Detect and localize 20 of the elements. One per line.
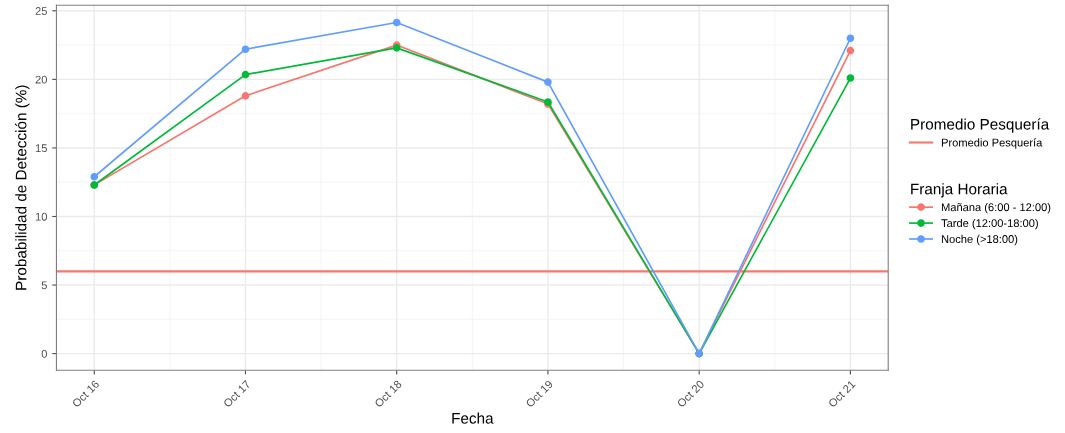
legend-label: Tarde (12:00-18:00) (941, 218, 1038, 230)
legend-label: Promedio Pesquería (941, 138, 1043, 149)
x-axis-title: Fecha (452, 412, 494, 424)
x-tick-label: Oct 17 (222, 379, 251, 408)
y-tick-label: 0 (41, 349, 47, 358)
y-tick-label: 20 (35, 75, 47, 84)
x-tick-label: Oct 18 (374, 379, 403, 408)
x-tick-label: Oct 16 (71, 379, 100, 408)
y-tick-label: 10 (35, 212, 47, 221)
y-tick-label: 15 (35, 144, 47, 153)
y-tick-label: 25 (35, 7, 47, 15)
x-tick-label: Oct 20 (676, 379, 705, 408)
text: Promedio Pesquería (911, 118, 1050, 133)
legend-title: Franja Horaria (911, 183, 1008, 198)
legend-label: Mañana (6:00 - 12:00) (941, 203, 1051, 214)
y-tick-label: 5 (41, 281, 47, 290)
legend-label: Noche (>18:00) (941, 234, 1018, 246)
x-tick-label: Oct 21 (827, 379, 856, 408)
y-axis-title: Probabilidad de Detección (%) (15, 85, 30, 290)
x-tick-label: Oct 19 (525, 379, 554, 408)
